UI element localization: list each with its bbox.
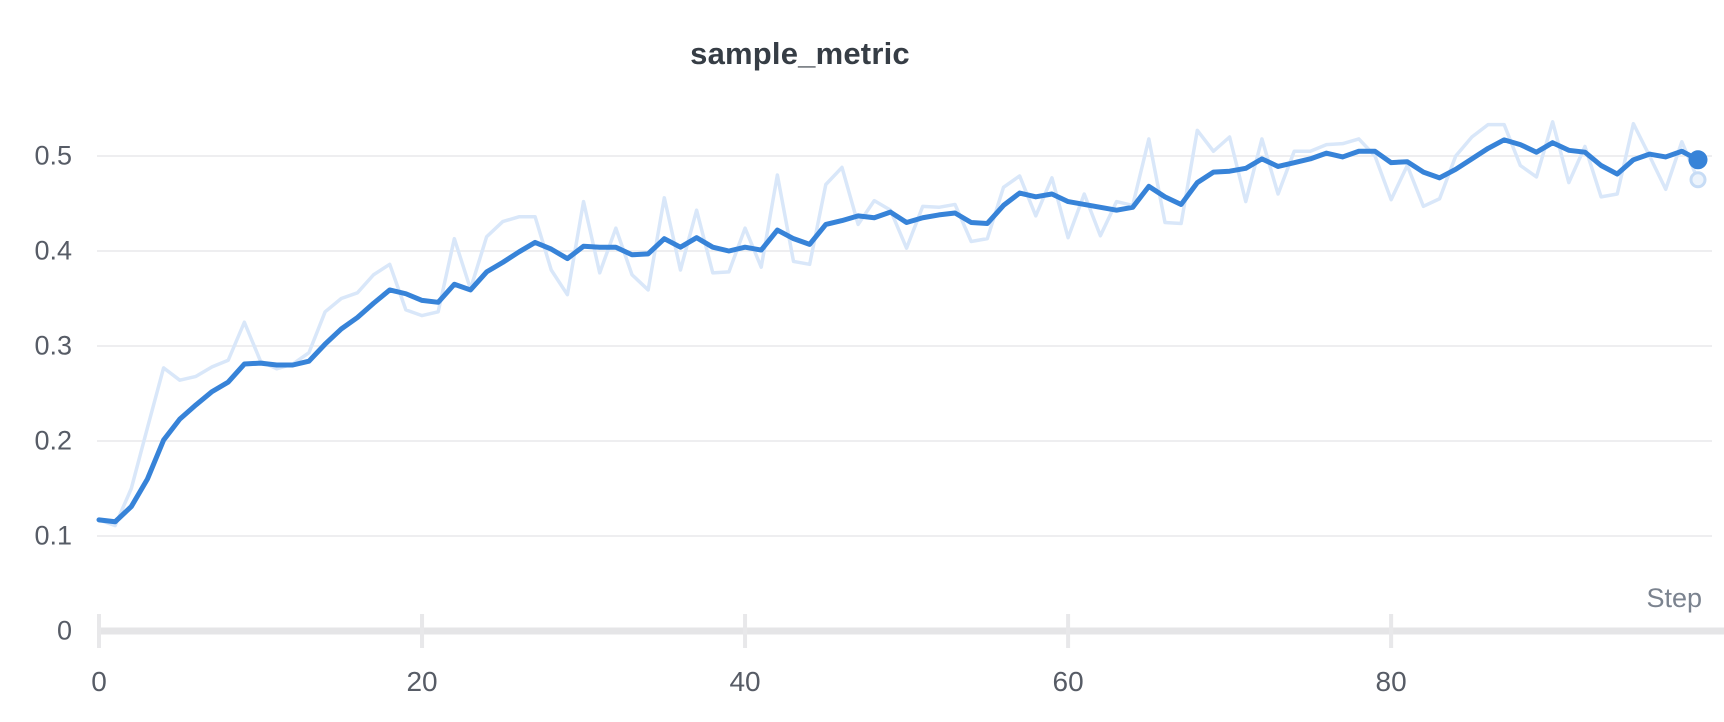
x-tick-label: 40: [729, 666, 761, 697]
raw-end-ring-marker: [1689, 171, 1707, 189]
smoothed-end-dot-marker: [1688, 150, 1708, 170]
y-tick-label: 0: [56, 615, 72, 646]
y-tick-label: 0.1: [34, 520, 72, 551]
raw-series-line: [97, 120, 1700, 528]
y-tick-label: 0.3: [34, 330, 72, 361]
y-tick-label: 0.5: [34, 140, 72, 171]
smoothed-series-line: [96, 137, 1701, 525]
x-tick-label: 60: [1052, 666, 1084, 697]
y-tick-label: 0.2: [34, 425, 72, 456]
x-axis-title: Step: [1646, 583, 1702, 613]
y-tick-label: 0.4: [34, 235, 72, 266]
x-tick-label: 20: [406, 666, 438, 697]
x-tick-label: 80: [1375, 666, 1407, 697]
x-tick-label: 0: [91, 666, 107, 697]
chart-title: sample_metric: [690, 36, 910, 71]
